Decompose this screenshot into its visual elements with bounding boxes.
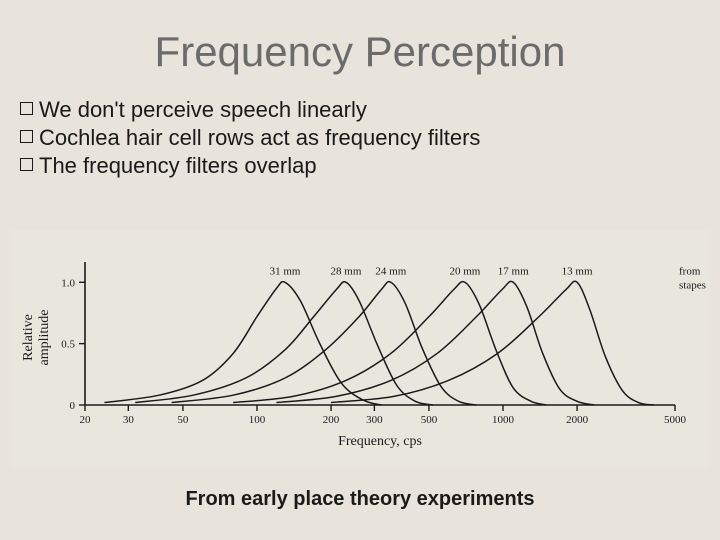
svg-text:20: 20	[80, 414, 92, 426]
bullet-item: The frequency filters overlap	[20, 152, 720, 180]
svg-text:500: 500	[421, 414, 438, 426]
svg-text:31 mm: 31 mm	[270, 265, 301, 277]
svg-text:amplitude: amplitude	[37, 310, 52, 366]
chart-caption: From early place theory experiments	[0, 488, 720, 511]
svg-text:1.0: 1.0	[61, 277, 75, 289]
svg-text:20 mm: 20 mm	[449, 265, 480, 277]
svg-text:Frequency, cps: Frequency, cps	[338, 434, 422, 449]
svg-text:5000: 5000	[664, 414, 687, 426]
bullet-box-icon	[20, 102, 33, 115]
svg-text:13 mm: 13 mm	[562, 265, 593, 277]
svg-text:100: 100	[249, 414, 266, 426]
svg-text:0: 0	[70, 400, 76, 412]
bullet-box-icon	[20, 158, 33, 171]
page-title: Frequency Perception	[0, 0, 720, 76]
bullet-item: We don't perceive speech linearly	[20, 96, 720, 124]
svg-text:2000: 2000	[566, 414, 589, 426]
bullet-text: We don't perceive speech linearly	[39, 96, 367, 124]
bullet-list: We don't perceive speech linearlyCochlea…	[20, 96, 720, 180]
bullet-text: Cochlea hair cell rows act as frequency …	[39, 124, 480, 152]
svg-text:17 mm: 17 mm	[498, 265, 529, 277]
bullet-box-icon	[20, 130, 33, 143]
svg-text:28 mm: 28 mm	[331, 265, 362, 277]
svg-text:300: 300	[366, 414, 383, 426]
svg-text:stapes: stapes	[679, 279, 706, 291]
svg-text:Relative: Relative	[21, 314, 36, 361]
cochlea-chart: 0 0.5 1.0 Relativeamplitude 20 30 50 100 200 300 5…	[10, 230, 710, 468]
svg-text:200: 200	[323, 414, 340, 426]
svg-text:0.5: 0.5	[61, 339, 75, 351]
svg-text:30: 30	[123, 414, 135, 426]
bullet-item: Cochlea hair cell rows act as frequency …	[20, 124, 720, 152]
svg-text:50: 50	[177, 414, 189, 426]
svg-text:1000: 1000	[492, 414, 515, 426]
svg-text:24 mm: 24 mm	[375, 265, 406, 277]
bullet-text: The frequency filters overlap	[39, 152, 317, 180]
svg-text:from: from	[679, 265, 701, 277]
